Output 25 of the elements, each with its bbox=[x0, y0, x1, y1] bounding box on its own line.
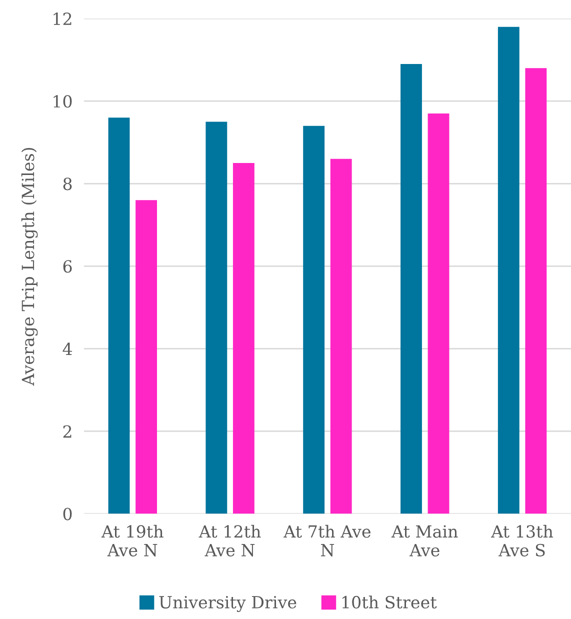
y-tick-label: 2 bbox=[63, 425, 72, 438]
legend-label: University Drive bbox=[159, 596, 296, 612]
bar bbox=[232, 163, 254, 514]
bar bbox=[498, 26, 520, 514]
x-tick-label: At 19th Ave N bbox=[101, 524, 164, 556]
x-tick-label: At 12th Ave N bbox=[198, 524, 261, 556]
x-tick-label: At 7th Ave N bbox=[284, 524, 370, 556]
y-axis-title: Average Trip Length (Miles) bbox=[21, 148, 38, 386]
x-tick-label: At 13th Ave S bbox=[491, 524, 554, 556]
y-tick-label: 4 bbox=[62, 342, 72, 356]
legend-label: 10th Street bbox=[342, 596, 437, 609]
bar bbox=[525, 68, 547, 514]
bar bbox=[400, 64, 422, 514]
bar bbox=[330, 158, 352, 514]
bar bbox=[136, 200, 157, 514]
x-tick-label: At Main Ave bbox=[391, 525, 458, 556]
y-tick-label: 12 bbox=[54, 12, 72, 25]
y-tick-label: 10 bbox=[54, 95, 72, 108]
y-tick-label: 8 bbox=[63, 178, 72, 190]
bar bbox=[303, 126, 325, 514]
bar bbox=[428, 113, 450, 514]
bar bbox=[206, 122, 228, 514]
bar bbox=[108, 118, 130, 514]
y-tick-label: 0 bbox=[63, 508, 72, 520]
y-tick-label: 6 bbox=[63, 260, 72, 273]
